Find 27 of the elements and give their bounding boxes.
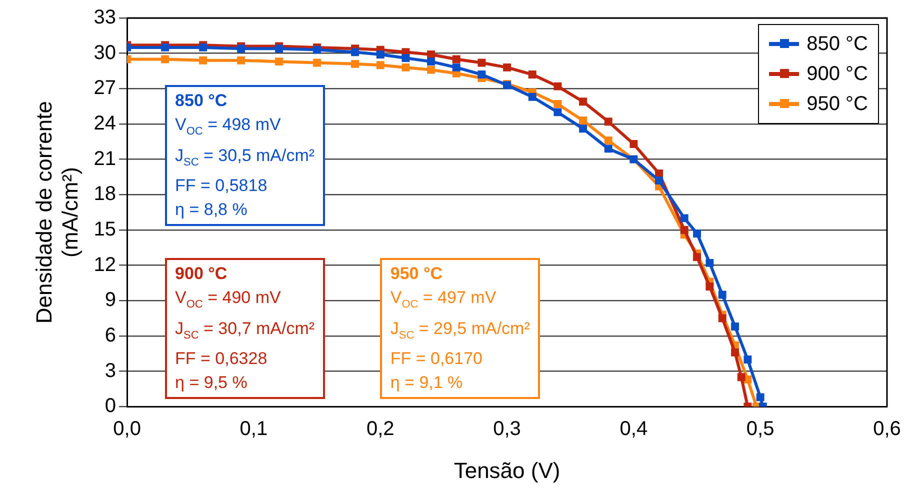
x-tick-label: 0,3 — [493, 418, 521, 440]
x-tick-label: 0,6 — [873, 418, 901, 440]
x-tick-label: 0,2 — [366, 418, 394, 440]
text: 950 °C V$_{OC}$ = 497 mV J$_{SC}$ = 29,5 mA/cm² FF = 0,6170 η = 9,1 % — [390, 264, 530, 392]
y-tick-label: 12 — [94, 254, 116, 276]
x-tick-label: 0,0 — [113, 418, 141, 440]
y-tick-label: 18 — [94, 183, 116, 206]
legend-label: 950 °C — [806, 92, 868, 117]
x-axis-title: Tensão (V) — [454, 458, 560, 483]
text: 900 °C V$_{OC}$ = 490 mV J$_{SC}$ = 30,7 mA/cm² FF = 0,6328 η = 9,5 % — [175, 264, 315, 392]
y-tick-label: 21 — [94, 148, 116, 170]
x-tick-label: 0,1 — [240, 418, 268, 440]
y-tick-label: 33 — [94, 6, 116, 29]
y-tick-label: 9 — [104, 289, 116, 312]
y-tick-label: 6 — [104, 324, 116, 346]
x-tick-label: 0,4 — [620, 418, 648, 440]
y-tick-label: 30 — [94, 42, 116, 64]
y-tick-label: 15 — [94, 218, 116, 240]
y-axis-title: Densidade de corrente (mA/cm²) — [31, 101, 83, 324]
y-tick-label: 27 — [94, 77, 116, 100]
y-tick-label: 3 — [104, 360, 116, 382]
y-tick-label: 0 — [104, 395, 116, 418]
legend-label: 900 °C — [806, 62, 868, 87]
text: 850 °C V$_{OC}$ = 498 mV J$_{SC}$ = 30,5 mA/cm² FF = 0,5818 η = 8,8 % — [175, 91, 315, 219]
legend-label: 850 °C — [806, 32, 868, 57]
x-tick-label: 0,5 — [746, 418, 774, 440]
y-tick-label: 24 — [94, 112, 116, 134]
